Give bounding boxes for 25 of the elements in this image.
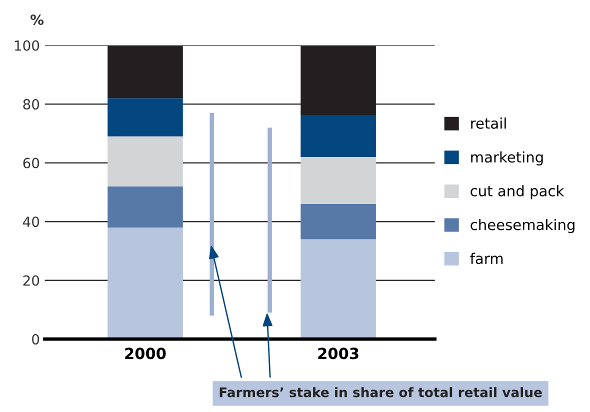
legend-label: cut and pack — [470, 185, 564, 200]
y-tick-label: 20 — [23, 275, 40, 286]
y-tick-label: 0 — [32, 334, 40, 345]
bar — [300, 156, 376, 204]
bar — [108, 227, 183, 340]
x-tick-label: 2000 — [125, 348, 166, 360]
legend-label: farm — [470, 252, 503, 264]
bar — [108, 98, 183, 136]
bar — [108, 45, 183, 98]
legend-label: cheesemaking — [470, 218, 574, 234]
bar — [108, 186, 183, 228]
y-axis-title: % — [30, 14, 44, 26]
y-tick-label: 40 — [22, 216, 40, 228]
y-tick-label: 60 — [23, 158, 40, 168]
text: Farmers’ stake in share of total retail value — [220, 387, 542, 398]
bar — [300, 204, 376, 240]
legend-label: marketing — [471, 151, 543, 166]
x-tick-label: 2003 — [318, 348, 358, 360]
legend-label: retail — [471, 118, 506, 129]
y-tick-label: 80 — [23, 99, 40, 110]
bar — [108, 136, 183, 186]
bar — [300, 239, 376, 340]
bar — [300, 45, 376, 116]
bar — [300, 116, 376, 157]
y-tick-label: 100 — [14, 40, 40, 51]
